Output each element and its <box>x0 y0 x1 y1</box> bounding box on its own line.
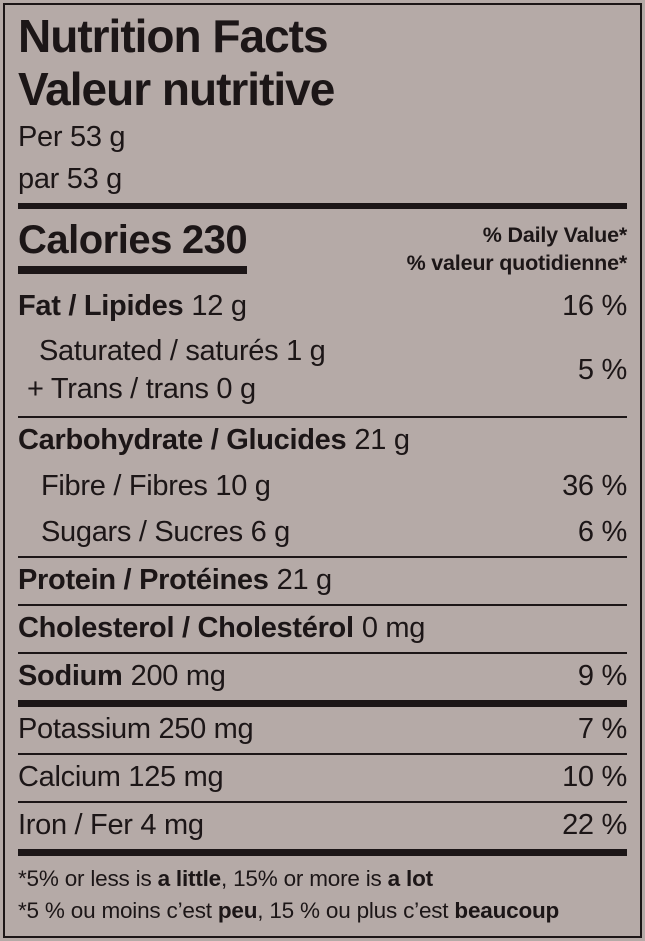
nutrient-name: Carbohydrate / Glucides 21 g <box>18 424 410 456</box>
nutrient-name: Protein / Protéines 21 g <box>18 564 332 596</box>
nutrient-daily-value: 7 % <box>577 713 627 745</box>
title-french: Valeur nutritive <box>18 63 335 115</box>
nutrient-name: Calcium 125 mg <box>18 761 224 793</box>
micronutrient-separator-bar <box>18 700 627 707</box>
separator-line <box>18 652 627 654</box>
calories-block: Calories 230 % Daily Value* % valeur quot… <box>18 211 627 284</box>
separator-line <box>18 753 627 755</box>
daily-value-header: % Daily Value* % valeur quotidienne* <box>406 217 628 277</box>
nutrient-daily-value: 36 % <box>562 470 627 502</box>
nutrient-row-calcium: Calcium 125 mg 10 % <box>18 755 627 801</box>
footnote-french: *5 % ou moins c’est peu, 15 % ou plus c’… <box>18 898 560 923</box>
nutrient-row-iron: Iron / Fer 4 mg 22 % <box>18 803 627 849</box>
separator-line <box>18 556 627 558</box>
nutrient-daily-value: 6 % <box>577 516 627 548</box>
daily-value-header-french: % valeur quotidienne* <box>406 251 628 275</box>
nutrient-daily-value: 5 % <box>577 353 627 386</box>
calories-group: Calories 230 <box>18 217 248 274</box>
saturated-line: Saturated / saturés 1 g <box>39 335 326 367</box>
nutrient-name: Fat / Lipides 12 g <box>18 290 247 322</box>
nutrient-name: Sugars / Sucres 6 g <box>41 516 290 548</box>
nutrient-row-cholesterol: Cholesterol / Cholestérol 0 mg <box>18 606 627 652</box>
nutrient-row-carbohydrate: Carbohydrate / Glucides 21 g <box>18 418 627 464</box>
separator-line <box>18 416 627 418</box>
title-english: Nutrition Facts <box>18 10 329 62</box>
nutrient-row-fat: Fat / Lipides 12 g 16 % <box>18 284 627 330</box>
nutrient-row-protein: Protein / Protéines 21 g <box>18 558 627 604</box>
calories-value: 230 <box>181 218 248 262</box>
footnotes: *5% or less is a little, 15% or more is … <box>18 856 627 927</box>
nutrient-name: Potassium 250 mg <box>18 713 254 745</box>
footnote-english: *5% or less is a little, 15% or more is … <box>18 866 433 891</box>
nutrient-name: Saturated / saturés 1 g + Trans / trans … <box>18 332 326 408</box>
nutrient-daily-value: 10 % <box>562 761 627 793</box>
footnote-separator-bar <box>18 849 627 856</box>
nutrient-row-sugars: Sugars / Sucres 6 g 6 % <box>18 510 627 556</box>
serving-size-english: Per 53 g <box>18 121 126 153</box>
separator-line <box>18 604 627 606</box>
separator-line <box>18 801 627 803</box>
calories-underline <box>18 266 248 274</box>
nutrient-name: Cholesterol / Cholestérol 0 mg <box>18 612 426 644</box>
nutrient-row-sodium: Sodium 200 mg 9 % <box>18 654 627 700</box>
nutrient-daily-value: 16 % <box>562 290 627 322</box>
daily-value-header-english: % Daily Value* <box>482 223 627 247</box>
trans-line: + Trans / trans 0 g <box>27 373 256 405</box>
header-separator-bar <box>18 203 627 209</box>
nutrient-row-saturated-trans: Saturated / saturés 1 g + Trans / trans … <box>18 330 627 416</box>
serving-size-french: par 53 g <box>18 163 123 195</box>
nutrient-name: Fibre / Fibres 10 g <box>41 470 271 502</box>
nutrient-daily-value: 9 % <box>577 660 627 692</box>
nutrient-name: Sodium 200 mg <box>18 660 226 692</box>
label-border-frame: Nutrition Facts Valeur nutritive Per 53 … <box>3 3 642 938</box>
nutrient-name: Iron / Fer 4 mg <box>18 809 204 841</box>
nutrient-row-fibre: Fibre / Fibres 10 g 36 % <box>18 464 627 510</box>
nutrient-row-potassium: Potassium 250 mg 7 % <box>18 707 627 753</box>
nutrient-daily-value: 22 % <box>562 809 627 841</box>
calories-text: Calories 230 <box>18 217 248 263</box>
calories-label: Calories <box>18 218 172 262</box>
